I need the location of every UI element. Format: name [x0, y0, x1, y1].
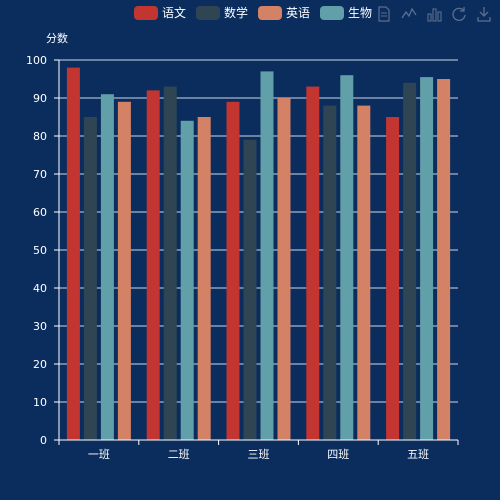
bar[interactable] [340, 75, 354, 440]
legend: 语文 数学 英语 生物 [134, 4, 372, 21]
bar[interactable] [197, 117, 211, 440]
bar[interactable] [403, 82, 417, 441]
bar[interactable] [83, 117, 97, 440]
y-tick-label: 50 [33, 244, 47, 257]
bar[interactable] [100, 94, 114, 440]
bar[interactable] [226, 101, 240, 441]
legend-swatch-chinese [134, 5, 158, 20]
x-tick-label: 一班 [88, 448, 110, 461]
bar[interactable] [66, 67, 80, 440]
x-tick-label: 四班 [327, 448, 349, 461]
y-tick-label: 10 [33, 396, 47, 409]
legend-swatch-biology [320, 5, 345, 20]
line-chart-icon[interactable] [401, 6, 417, 22]
bar[interactable] [357, 105, 371, 440]
bar[interactable] [243, 139, 257, 441]
legend-item-biology[interactable]: 生物 [320, 4, 372, 21]
bar[interactable] [306, 86, 320, 440]
x-tick-label: 二班 [168, 448, 190, 461]
bar[interactable] [180, 120, 194, 441]
bar-chart-icon[interactable] [426, 6, 442, 22]
bar[interactable] [260, 71, 274, 441]
bar[interactable] [117, 101, 131, 441]
y-tick-label: 90 [33, 92, 47, 105]
y-tick-label: 70 [33, 168, 47, 181]
y-axis-title: 分数 [46, 32, 68, 45]
legend-swatch-math [196, 5, 221, 20]
y-tick-label: 0 [40, 434, 47, 447]
bar[interactable] [146, 90, 160, 441]
bar[interactable] [420, 77, 434, 440]
legend-label: 数学 [224, 6, 249, 20]
y-tick-label: 40 [33, 282, 47, 295]
legend-swatch-english [258, 5, 283, 20]
bar[interactable] [323, 105, 337, 440]
legend-label: 语文 [162, 6, 187, 20]
legend-item-chinese[interactable]: 语文 [134, 4, 186, 21]
legend-label: 生物 [348, 6, 373, 20]
restore-icon[interactable] [451, 6, 467, 22]
legend-item-english[interactable]: 英语 [258, 4, 310, 21]
legend-item-math[interactable]: 数学 [196, 4, 248, 21]
y-tick-label: 30 [33, 320, 47, 333]
legend-label: 英语 [286, 6, 311, 20]
y-tick-label: 60 [33, 206, 47, 219]
y-tick-label: 20 [33, 358, 47, 371]
bar[interactable] [277, 98, 291, 440]
x-tick-label: 三班 [248, 448, 270, 461]
bar[interactable] [386, 117, 400, 440]
data-view-icon[interactable] [376, 6, 392, 22]
toolbox [376, 6, 492, 22]
x-tick-label: 五班 [407, 448, 429, 461]
bar[interactable] [437, 79, 451, 440]
y-tick-label: 80 [33, 130, 47, 143]
y-tick-label: 100 [26, 54, 47, 67]
save-image-icon[interactable] [476, 6, 492, 22]
bar[interactable] [163, 86, 177, 440]
